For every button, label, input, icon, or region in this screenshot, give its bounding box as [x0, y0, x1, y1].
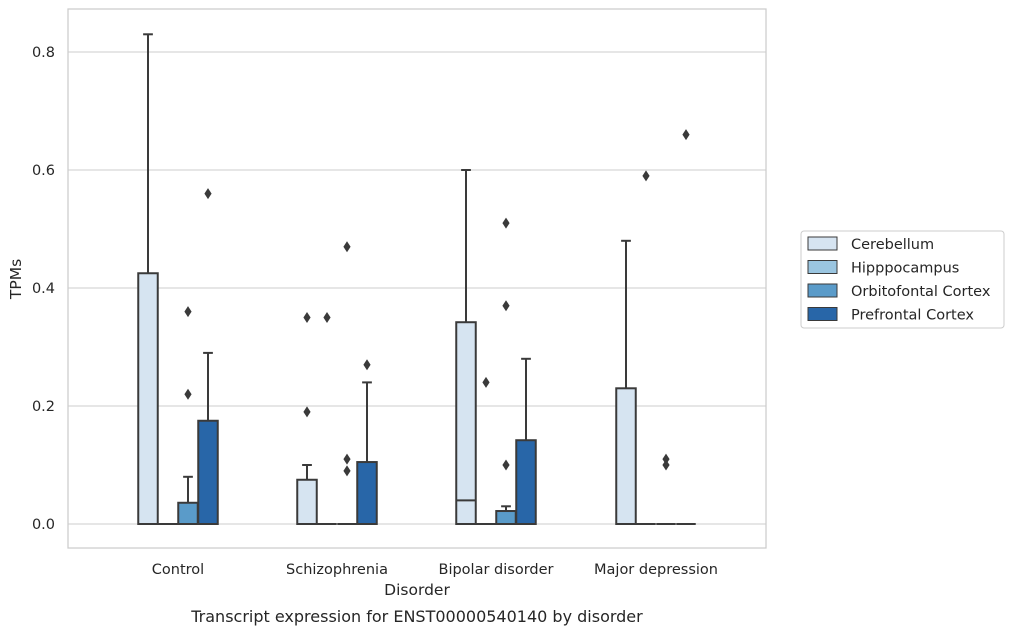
outlier-point [682, 129, 690, 141]
legend-swatch [807, 236, 838, 251]
box-body [515, 439, 537, 525]
legend-swatch [807, 283, 838, 298]
x-axis-title: Disorder [384, 581, 450, 599]
box-group [515, 357, 537, 525]
legend-swatch [807, 260, 838, 274]
box-body [197, 419, 219, 525]
y-tick-labels: 0.0 0.2 0.4 0.6 0.8 [32, 45, 55, 533]
plot-frame [67, 8, 767, 549]
box-group [455, 169, 477, 525]
outlier-point [184, 306, 192, 318]
outlier-point [343, 453, 351, 465]
legend-label: Orbitofontal Cortex [851, 284, 991, 300]
outlier-point [662, 453, 670, 465]
y-tick-label: 0.2 [32, 399, 55, 415]
box-group [495, 217, 517, 525]
box-body [615, 387, 637, 525]
legend-frame [800, 230, 1005, 329]
legend-label: Cerebellum [851, 237, 934, 253]
figure-caption: Transcript expression for ENST0000054014… [190, 607, 643, 626]
y-tick-label: 0.4 [32, 281, 55, 297]
legend: Cerebellum Hipppocampus Orbitofontal Corte… [800, 230, 1005, 329]
box-group [317, 312, 337, 525]
outlier-point [323, 312, 331, 323]
box-body [495, 510, 517, 525]
box-group [656, 453, 676, 525]
plot-background [68, 9, 766, 548]
outlier-point [502, 217, 510, 229]
box-group [337, 241, 357, 525]
legend-swatch [807, 307, 838, 321]
box-group [177, 306, 199, 526]
outlier-point [303, 312, 311, 323]
box-group [137, 33, 159, 525]
x-tick-label: Control [152, 562, 204, 578]
outlier-point [502, 459, 510, 471]
x-tick-labels: Control Schizophrenia Bipolar disorder Majo… [152, 562, 718, 578]
box-group [296, 312, 318, 525]
box-body [296, 478, 318, 525]
box-body [455, 321, 477, 525]
y-tick-label: 0.8 [32, 45, 55, 61]
outlier-point [662, 459, 670, 471]
y-tick-label: 0.0 [32, 517, 55, 533]
y-axis-title: TPMs [7, 259, 25, 300]
box-group [476, 376, 496, 525]
boxes [137, 33, 696, 526]
outlier-point [502, 300, 510, 312]
outlier-point [343, 241, 351, 253]
outlier-point [363, 359, 371, 371]
box-body [137, 272, 159, 525]
x-tick-label: Bipolar disorder [439, 562, 554, 578]
legend-label: Prefrontal Cortex [851, 308, 974, 324]
legend-label: Hipppocampus [851, 261, 959, 277]
box-group [356, 359, 378, 525]
box-group [676, 129, 696, 525]
y-tick-label: 0.6 [32, 163, 55, 179]
x-tick-label: Schizophrenia [286, 562, 388, 578]
box-body [356, 461, 378, 525]
box-group [197, 188, 219, 525]
box-group [636, 170, 656, 525]
outlier-point [303, 406, 311, 418]
outlier-point [482, 376, 490, 388]
x-tick-label: Major depression [594, 562, 718, 578]
box-group [615, 239, 637, 525]
outlier-point [204, 188, 212, 200]
outlier-point [642, 170, 650, 182]
box-body [177, 501, 199, 526]
outlier-point [184, 388, 192, 400]
outlier-point [343, 465, 351, 477]
